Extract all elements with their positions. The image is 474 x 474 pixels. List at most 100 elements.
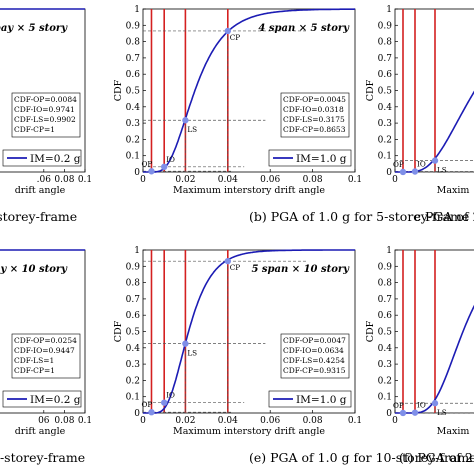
y-axis-label: CDF (113, 320, 124, 342)
y-tick-label: 0.1 (378, 152, 392, 162)
x-tick-label: .06 (37, 175, 52, 185)
annotation-text: CDF-LS=0.9902 (14, 115, 76, 124)
y-axis-label: CDF (365, 79, 376, 101)
panel-a: .06 0.08 0.1 drift angle -storey-frame bay × … (0, 8, 92, 224)
y-tick-label: 0 (386, 409, 392, 419)
x-tick-label: 0.08 (54, 175, 74, 185)
legend-label: IM=1.0 g (296, 394, 347, 406)
y-tick-label: 1 (134, 5, 140, 15)
y-axis-label: CDF (113, 79, 124, 101)
annotation-text: CDF-CP=1 (14, 366, 55, 375)
y-tick-label: 0.9 (378, 21, 393, 31)
y-tick-label: 0 (134, 409, 140, 419)
plot-frame (0, 8, 86, 173)
x-tick-label: 0.06 (260, 416, 280, 426)
legend-label: IM=0.2 g (30, 394, 81, 406)
point-label-io: IO (166, 391, 175, 400)
point-label-op: OP (393, 160, 404, 169)
cdf-curve (0, 249, 85, 251)
annotation-text: CDF-OP=0.0047 (283, 336, 346, 345)
annotation-text: CDF-OP=0.0254 (14, 336, 77, 345)
point-marker-cp (224, 257, 231, 265)
x-tick-label: 0.02 (175, 416, 195, 426)
annotation-text: CDF-IO=0.9447 (14, 346, 75, 355)
annotation-box (11, 92, 81, 138)
panel-title: bay × 5 story (0, 23, 68, 34)
annotation-text: CDF-CP=0.8653 (283, 125, 346, 134)
x-tick-label: 0.02 (175, 175, 195, 185)
annotation-box (11, 333, 81, 379)
y-tick-label: 0.9 (126, 21, 141, 31)
point-marker-io (161, 399, 168, 406)
plot-frame (142, 249, 356, 414)
x-tick-label: 0.1 (348, 416, 362, 426)
y-tick-label: 0.8 (126, 38, 141, 48)
cdf-curve (395, 304, 474, 414)
panel-caption: (e) PGA of 1.0 g for 10-storey-frame (249, 450, 474, 465)
annotation-text: CDF-IO=0.9741 (14, 105, 75, 114)
point-marker-cp (224, 27, 231, 35)
annotation-text: CDF-CP=0.9315 (283, 366, 346, 375)
y-tick-label: 1 (134, 246, 140, 256)
point-label-op: OP (141, 400, 152, 409)
panel-caption: (f) PGA of 2 (399, 450, 473, 465)
x-axis-label: Maxim (437, 185, 470, 196)
annotation-box (280, 92, 350, 138)
legend-label: IM=1.0 g (296, 153, 347, 165)
panel-title: 4 span × 5 story (258, 23, 350, 34)
point-marker-io (411, 409, 419, 416)
y-tick-label: 0.6 (126, 311, 141, 321)
legend-box (2, 390, 82, 408)
y-tick-label: 0.2 (378, 376, 392, 386)
y-tick-label: 0 (134, 168, 140, 178)
annotation-text: CDF-LS=1 (14, 356, 54, 365)
plot-frame (0, 249, 86, 414)
y-tick-label: 0.1 (126, 152, 140, 162)
panel-c: 0 0.1 0.2 0.3 0.4 0.5 0.6 0.7 0.8 0.9 1 0 Maxim CDF c … (365, 5, 474, 224)
point-label-op: OP (141, 159, 152, 168)
point-marker-ls (182, 117, 189, 124)
cdf-curve (143, 249, 355, 414)
y-tick-label: 0.5 (378, 87, 393, 97)
y-tick-label: 0.9 (378, 262, 393, 272)
y-tick-label: 0.6 (126, 70, 141, 80)
x-tick-label: 0.08 (303, 175, 323, 185)
panel-caption: 0-storey-frame (0, 450, 85, 465)
panel-title: bay × 10 story (0, 264, 68, 275)
annotation-text: CDF-CP=1 (14, 125, 55, 134)
x-tick-label: 0.06 (260, 175, 280, 185)
x-tick-label: 0.04 (218, 175, 238, 185)
x-axis-label: drift angle (15, 426, 66, 437)
panel-caption: (b) PGA of 1.0 g for 5-storey-frame (249, 209, 469, 224)
legend-box (268, 149, 352, 167)
x-tick-label: 0.08 (303, 416, 323, 426)
legend-box (2, 149, 82, 167)
y-tick-label: 0.6 (378, 70, 393, 80)
annotation-box (280, 333, 350, 379)
x-tick-label: 0.1 (348, 175, 362, 185)
annotation-text: CDF-LS=0.3175 (283, 115, 345, 124)
y-tick-label: 0.7 (378, 295, 393, 305)
x-tick-label: 06 (38, 416, 50, 426)
point-marker-op (148, 168, 155, 175)
y-tick-label: 0.2 (126, 135, 140, 145)
panel-e: 0 0.1 0.2 0.3 0.4 0.5 0.6 0.7 0.8 0.9 1 0 0.02 0.04 0.… (113, 246, 474, 465)
y-tick-label: 0.3 (378, 119, 393, 129)
y-tick-label: 0 (386, 168, 392, 178)
panel-d: 06 0.08 0.1 drift angle 0-storey-frame bay × … (0, 249, 92, 465)
x-tick-label: 0 (140, 416, 146, 426)
x-tick-label: 0 (392, 175, 398, 185)
x-tick-label: 0.1 (78, 175, 92, 185)
annotation-text: CDF-LS=0.4254 (283, 356, 345, 365)
point-label-op: OP (393, 401, 404, 410)
panel-title: 5 span × 10 story (251, 264, 350, 275)
legend-box (268, 390, 352, 408)
x-axis-label: drift angle (15, 185, 66, 196)
x-tick-label: 0 (140, 175, 146, 185)
point-label-ls: LS (437, 166, 447, 175)
y-tick-label: 1 (386, 5, 392, 15)
y-tick-label: 1 (386, 246, 392, 256)
x-axis-label: Maximum interstory drift angle (173, 426, 325, 437)
point-marker-io (411, 168, 419, 175)
